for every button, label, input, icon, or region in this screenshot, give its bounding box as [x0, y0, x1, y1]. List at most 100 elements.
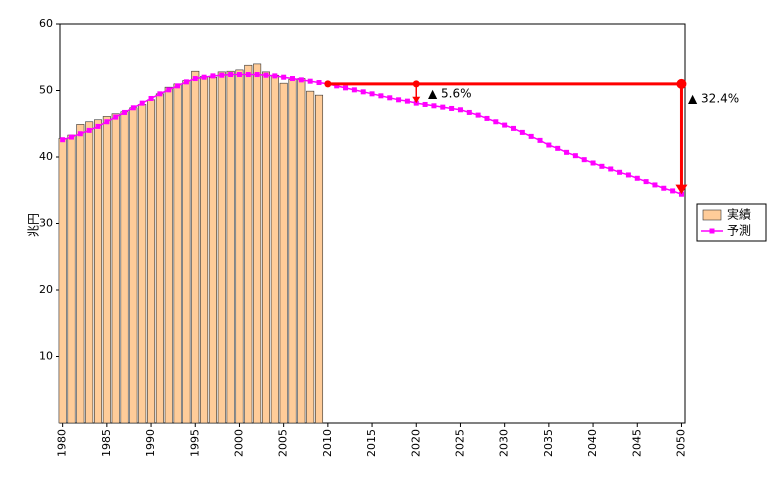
annotation: ▲ 5.6%: [428, 87, 472, 101]
marker: [502, 122, 508, 128]
bar: [261, 71, 270, 424]
marker: [475, 112, 481, 118]
annotation-arrowhead: [412, 96, 421, 104]
marker: [157, 91, 163, 97]
marker: [546, 142, 552, 148]
marker: [608, 166, 614, 172]
marker: [245, 72, 251, 78]
marker: [519, 129, 525, 135]
marker: [236, 72, 242, 78]
bar: [120, 111, 129, 424]
bar: [279, 82, 288, 424]
marker: [378, 93, 384, 99]
marker: [537, 137, 543, 143]
marker: [122, 109, 128, 115]
marker: [263, 72, 269, 78]
legend-label: 予測: [727, 224, 751, 238]
bar: [297, 78, 306, 424]
bar: [191, 70, 200, 424]
marker: [228, 72, 234, 78]
marker: [166, 87, 172, 93]
bar: [111, 113, 120, 424]
marker: [396, 97, 402, 103]
x-tick-label: 2025: [453, 429, 466, 457]
bar: [85, 121, 94, 424]
marker: [590, 160, 596, 166]
marker: [201, 74, 207, 80]
marker: [298, 77, 304, 83]
marker: [670, 188, 676, 194]
bar: [253, 63, 262, 424]
bar: [164, 86, 173, 424]
marker: [148, 95, 154, 101]
marker: [360, 89, 366, 95]
x-tick-label: 1985: [100, 429, 113, 457]
x-tick-label: 1995: [188, 429, 201, 457]
marker: [431, 103, 437, 109]
marker: [493, 119, 499, 125]
bar: [138, 104, 147, 424]
marker: [289, 76, 295, 82]
marker: [351, 87, 357, 93]
bar: [315, 94, 324, 424]
x-tick-label: 2040: [586, 429, 599, 457]
annotation-dot: [324, 80, 332, 88]
marker: [183, 79, 189, 85]
marker: [643, 179, 649, 185]
legend-swatch: [709, 228, 715, 234]
marker: [661, 185, 667, 191]
marker: [617, 169, 623, 175]
bar: [226, 70, 235, 424]
y-tick-label: 10: [39, 350, 53, 363]
bar: [173, 83, 182, 424]
marker: [77, 131, 83, 137]
y-tick-label: 20: [39, 283, 53, 296]
marker: [68, 134, 74, 140]
marker: [104, 119, 110, 125]
marker: [572, 153, 578, 159]
x-tick-label: 2030: [498, 429, 511, 457]
marker: [175, 83, 181, 89]
marker: [564, 149, 570, 155]
bar: [147, 99, 156, 424]
x-tick-label: 2050: [674, 429, 687, 457]
marker: [457, 107, 463, 113]
legend-label: 実績: [727, 207, 751, 222]
x-tick-label: 2000: [232, 429, 245, 457]
marker: [60, 137, 66, 143]
marker: [334, 83, 340, 89]
y-tick-label: 40: [39, 150, 53, 163]
bar: [76, 124, 85, 424]
x-tick-label: 2015: [365, 429, 378, 457]
marker: [95, 123, 101, 129]
marker: [511, 125, 517, 131]
bar: [155, 93, 164, 424]
x-tick-label: 2035: [542, 429, 555, 457]
x-tick-label: 1990: [144, 429, 157, 457]
y-tick-label: 60: [39, 17, 53, 30]
marker: [555, 145, 561, 151]
marker: [625, 172, 631, 178]
y-tick-label: 30: [39, 217, 53, 230]
marker: [272, 73, 278, 79]
bar: [235, 69, 244, 424]
bar: [93, 119, 103, 424]
bar: [306, 90, 315, 424]
marker: [449, 105, 455, 111]
marker: [139, 100, 145, 106]
marker: [440, 104, 446, 110]
marker: [130, 105, 136, 111]
marker: [599, 163, 605, 169]
annotation: ▲ 32.4%: [688, 92, 739, 106]
marker: [422, 101, 428, 107]
marker: [192, 76, 198, 82]
marker: [86, 127, 92, 133]
marker: [484, 115, 490, 121]
bar: [129, 107, 138, 424]
marker: [254, 72, 260, 78]
bar: [102, 116, 111, 424]
marker: [581, 157, 587, 163]
marker: [343, 85, 349, 91]
x-tick-label: 2005: [277, 429, 290, 457]
